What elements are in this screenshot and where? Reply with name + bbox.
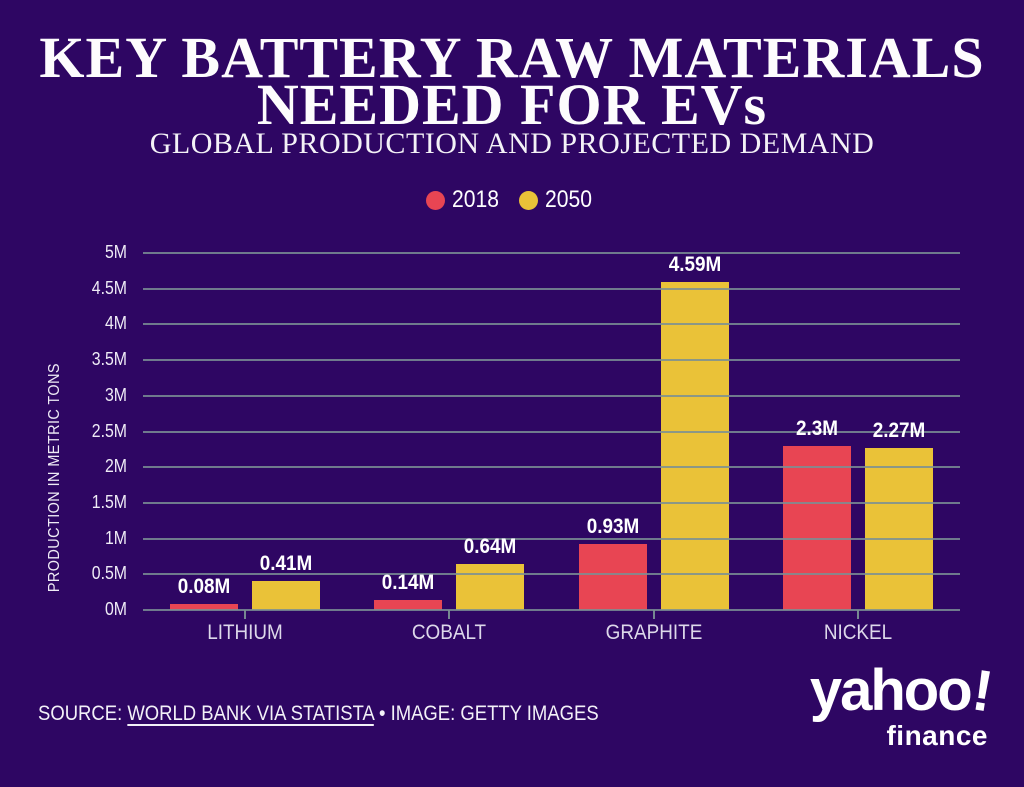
y-axis-tick-label: 4.5M xyxy=(91,277,127,298)
bar-value-label: 0.41M xyxy=(259,551,313,575)
bar-2018-cobalt xyxy=(374,600,443,610)
legend: 2018 2050 xyxy=(0,186,1024,214)
yahoo-wordmark: yahoo! xyxy=(809,657,996,725)
y-axis-tick-label: 4M xyxy=(104,313,127,334)
source-link[interactable]: WORLD BANK VIA STATISTA xyxy=(127,702,374,725)
y-axis-tick-label: 1.5M xyxy=(91,491,127,512)
source-prefix: SOURCE: xyxy=(38,702,123,725)
legend-dot-2018 xyxy=(425,190,445,210)
bar-value-label: 0.93M xyxy=(586,514,639,538)
legend-label-2050: 2050 xyxy=(545,186,592,213)
y-axis-tick-label: 2M xyxy=(104,456,127,477)
gridline xyxy=(143,573,960,576)
y-axis-tick-label: 1M xyxy=(104,527,127,548)
gridline xyxy=(143,287,960,290)
bar-2018-graphite xyxy=(578,543,647,610)
chart-title: KEY BATTERY RAW MATERIALS NEEDED FOR EVs xyxy=(0,25,1024,137)
x-axis-category-label: NICKEL xyxy=(823,621,893,644)
y-axis-tick-label: 3.5M xyxy=(91,349,127,370)
gridline xyxy=(143,359,960,362)
legend-label-2018: 2018 xyxy=(451,186,499,213)
finance-wordmark: finance xyxy=(886,720,988,751)
source-credit: SOURCE: WORLD BANK VIA STATISTA • IMAGE:… xyxy=(38,702,599,726)
legend-item-2018: 2018 xyxy=(425,186,505,214)
bar-2050-graphite xyxy=(660,282,729,610)
x-axis-category-label: COBALT xyxy=(412,621,487,644)
gridline xyxy=(143,501,960,504)
x-axis-tick xyxy=(856,610,859,619)
gridline xyxy=(143,323,960,326)
chart-title-line2: NEEDED FOR EVs xyxy=(256,72,768,137)
x-axis-tick xyxy=(244,610,247,619)
chart-title-line1: KEY BATTERY RAW MATERIALS xyxy=(39,25,985,90)
bar-value-label: 4.59M xyxy=(668,253,721,277)
bar-2050-lithium xyxy=(252,580,321,610)
y-axis-tick-label: 2.5M xyxy=(91,420,127,441)
credit-separator: • xyxy=(378,702,386,725)
y-axis-tick-label: 0M xyxy=(104,599,127,619)
bar-value-label: 2.27M xyxy=(872,418,926,442)
bar-value-label: 0.64M xyxy=(464,535,517,559)
gridline xyxy=(143,609,960,611)
image-credit: IMAGE: GETTY IMAGES xyxy=(390,702,599,725)
x-axis-tick xyxy=(448,610,451,619)
y-axis-tick-label: 3M xyxy=(104,384,127,405)
gridline xyxy=(143,430,960,433)
yahoo-finance-logo: yahoo! finance xyxy=(809,657,996,751)
bar-2050-cobalt xyxy=(456,564,525,610)
legend-item-2050: 2050 xyxy=(519,186,598,214)
bar-2018-nickel xyxy=(782,445,851,610)
gridline xyxy=(143,394,960,397)
bar-value-label: 0.14M xyxy=(382,571,435,594)
y-axis-tick-label: 5M xyxy=(104,242,127,262)
legend-dot-2050 xyxy=(519,190,538,210)
bar-2050-nickel xyxy=(864,447,933,610)
gridline xyxy=(143,537,960,540)
bar-2018-lithium xyxy=(170,604,239,610)
bar-value-label: 0.08M xyxy=(177,575,231,599)
gridline xyxy=(143,252,960,254)
x-axis-category-label: GRAPHITE xyxy=(605,621,702,644)
x-axis-tick xyxy=(652,610,655,619)
gridline xyxy=(143,466,960,469)
y-axis-tick-label: 0.5M xyxy=(91,563,127,584)
x-axis-category-label: LITHIUM xyxy=(207,621,283,644)
chart-subtitle: GLOBAL PRODUCTION AND PROJECTED DEMAND xyxy=(149,127,875,160)
bar-value-label: 2.3M xyxy=(795,416,838,440)
